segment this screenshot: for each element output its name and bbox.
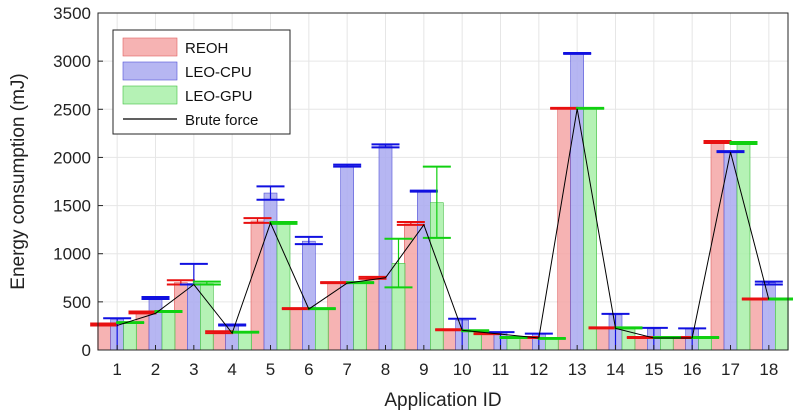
bar-reoh <box>672 337 686 351</box>
legend-swatch-leo-gpu <box>122 85 178 105</box>
bar-leo-cpu <box>302 240 316 351</box>
bar-leo-gpu <box>506 337 521 351</box>
brute-force-line <box>117 108 770 339</box>
bar-reoh <box>749 298 763 351</box>
legend-swatch-reoh <box>122 37 178 57</box>
bar-leo-gpu <box>545 338 559 351</box>
bar-reoh <box>634 337 648 351</box>
bar-leo-cpu <box>570 53 584 351</box>
bar-reoh <box>135 312 150 351</box>
bar-leo-gpu <box>315 308 329 351</box>
bar-leo-gpu <box>660 337 674 351</box>
bar-leo-gpu <box>161 311 176 351</box>
bar-reoh <box>710 141 725 351</box>
x-axis-title: Application ID <box>384 390 501 411</box>
x-tick-label: 2 <box>151 360 160 379</box>
x-tick-label: 7 <box>342 360 351 379</box>
y-tick-label: 1000 <box>53 245 91 264</box>
y-tick-label: 1500 <box>53 197 91 216</box>
bar-leo-cpu <box>723 151 738 351</box>
x-tick-label: 18 <box>759 360 778 379</box>
x-tick-label: 1 <box>112 360 121 379</box>
bar-reoh <box>365 277 380 351</box>
bar-reoh <box>289 308 303 351</box>
x-tick-label: 15 <box>644 360 663 379</box>
bar-reoh <box>557 108 571 351</box>
legend-swatch-leo-cpu <box>122 61 178 81</box>
legend-label-leo-cpu: LEO-CPU <box>185 64 252 81</box>
x-tick-label: 12 <box>529 360 548 379</box>
x-tick-label: 3 <box>189 360 198 379</box>
bar-leo-gpu <box>200 283 214 351</box>
legend-label-leo-gpu: LEO-GPU <box>185 88 253 105</box>
bar-reoh <box>174 282 188 351</box>
bar-leo-cpu <box>263 192 278 351</box>
x-tick-label: 10 <box>453 360 472 379</box>
x-tick-label: 5 <box>266 360 275 379</box>
bar-reoh <box>480 333 495 351</box>
bar-leo-cpu <box>417 190 431 351</box>
bar-leo-gpu <box>123 322 137 351</box>
x-tick-label: 11 <box>492 360 510 379</box>
bar-leo-gpu <box>238 331 252 351</box>
brute-force-line-layer <box>117 108 770 339</box>
x-tick-label: 9 <box>419 360 428 379</box>
bar-reoh <box>250 220 265 351</box>
bar-reoh <box>212 331 226 351</box>
x-tick-label: 14 <box>606 360 625 379</box>
bar-reoh <box>595 327 610 351</box>
bar-reoh <box>97 324 111 351</box>
bar-leo-gpu <box>353 282 367 351</box>
x-tick-label: 13 <box>568 360 587 379</box>
y-tick-label: 2500 <box>53 100 91 119</box>
bar-leo-gpu <box>698 337 712 351</box>
bar-leo-gpu <box>775 298 789 351</box>
bar-leo-cpu <box>340 165 354 351</box>
bar-leo-cpu <box>148 297 163 351</box>
bar-reoh <box>327 282 341 351</box>
x-tick-label: 16 <box>683 360 702 379</box>
bar-reoh <box>442 329 456 351</box>
y-tick-label: 3500 <box>53 4 91 23</box>
legend-label-reoh: REOH <box>185 40 228 57</box>
y-axis-title: Energy consumption (mJ) <box>8 73 29 289</box>
y-tick-label: 3000 <box>53 52 91 71</box>
x-tick-label: 8 <box>381 360 390 379</box>
bar-leo-cpu <box>187 283 201 351</box>
legend-label-brute-force: Brute force <box>185 112 258 129</box>
x-tick-label: 6 <box>304 360 313 379</box>
bar-leo-gpu <box>583 108 597 351</box>
y-tick-label: 2000 <box>53 148 91 167</box>
y-tick-label: 500 <box>63 293 91 312</box>
bar-leo-cpu <box>378 145 393 351</box>
legend: REOH LEO-CPU LEO-GPU Brute force <box>112 29 291 135</box>
x-tick-label: 17 <box>721 360 740 379</box>
bar-leo-gpu <box>736 142 751 351</box>
bar-reoh <box>519 337 533 351</box>
bar-leo-cpu <box>762 282 776 351</box>
plot-frame <box>97 12 789 351</box>
x-tick-label: 4 <box>227 360 236 379</box>
y-tick-label: 0 <box>82 341 91 360</box>
